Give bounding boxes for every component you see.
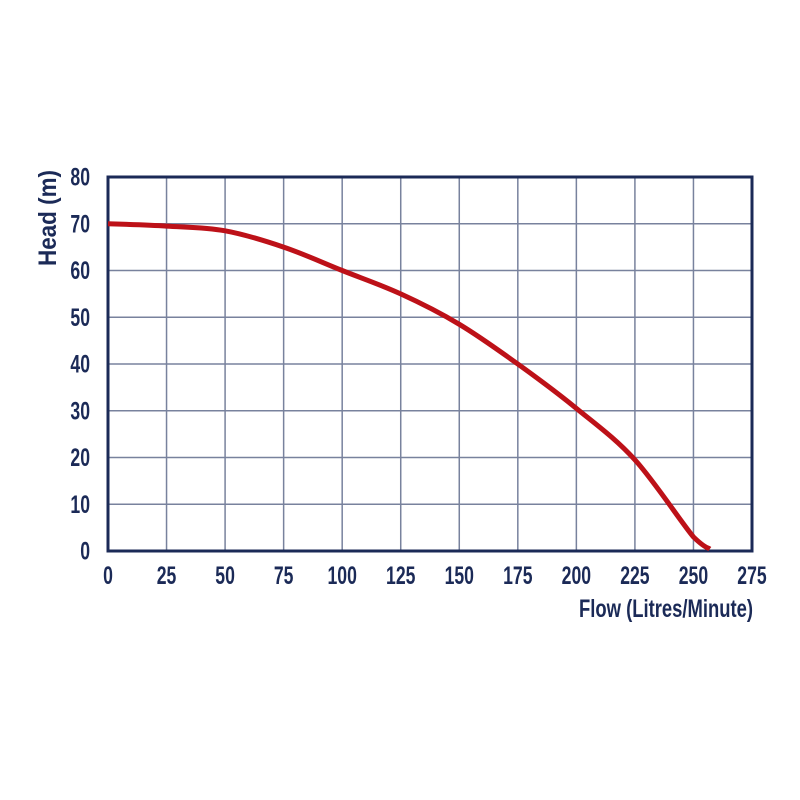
x-axis-tick-labels: 0 25 50 75 100 125 150 175 200 225 250 275 [103,562,767,590]
y-tick-label: 80 [70,164,90,192]
y-tick-label: 10 [70,491,90,519]
x-tick-label: 0 [103,562,113,590]
x-tick-label: 175 [503,562,532,590]
x-tick-label: 100 [327,562,356,590]
x-tick-label: 125 [386,562,415,590]
y-axis-tick-labels: 0 10 20 30 40 50 60 70 80 [70,164,90,566]
x-tick-label: 50 [215,562,235,590]
grid-lines [108,177,752,551]
x-tick-label: 250 [679,562,708,590]
x-axis-title: Flow (Litres/Minute) [579,595,753,623]
y-tick-label: 0 [80,538,90,566]
y-tick-label: 70 [70,210,90,238]
x-tick-label: 200 [562,562,591,590]
pump-curve-line [107,221,712,552]
x-tick-label: 25 [157,562,177,590]
y-tick-label: 60 [70,257,90,285]
x-tick-label: 75 [274,562,294,590]
y-tick-label: 50 [70,304,90,332]
plot-border [106,175,754,553]
x-tick-label: 150 [445,562,474,590]
x-tick-label: 225 [620,562,649,590]
y-tick-label: 30 [70,397,90,425]
y-tick-label: 20 [70,444,90,472]
y-axis-title: Head (m) [34,170,62,266]
x-tick-label: 275 [737,562,766,590]
y-tick-label: 40 [70,351,90,379]
